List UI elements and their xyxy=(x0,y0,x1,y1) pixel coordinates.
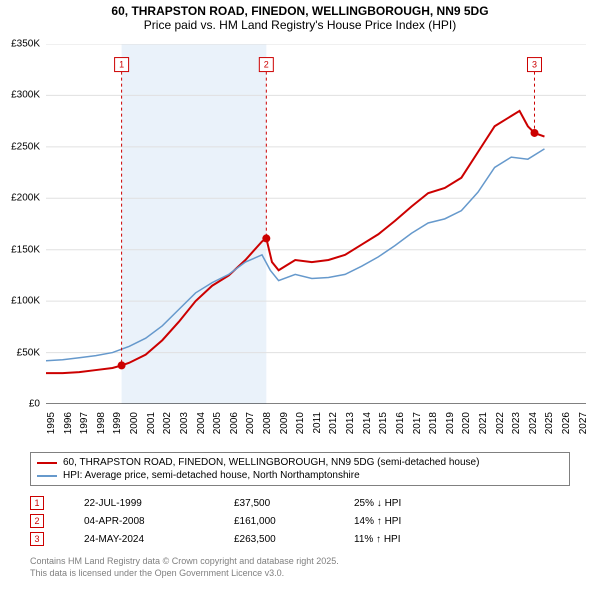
x-tick-label: 2013 xyxy=(345,412,356,434)
x-tick-label: 2000 xyxy=(129,412,140,434)
x-tick-label: 2007 xyxy=(245,412,256,434)
x-tick-label: 2009 xyxy=(279,412,290,434)
x-tick-label: 2015 xyxy=(378,412,389,434)
y-tick-label: £0 xyxy=(29,399,40,410)
x-axis-ticks: 1995 1996 1997 1998 1999 2000 2001 2002 2003 2004… xyxy=(46,408,586,458)
legend-label: 60, THRAPSTON ROAD, FINEDON, WELLINGBORO… xyxy=(63,457,479,468)
x-tick-label: 1998 xyxy=(96,412,107,434)
y-tick-label: £300K xyxy=(11,90,40,101)
x-tick-label: 2002 xyxy=(162,412,173,434)
legend-swatch xyxy=(37,475,57,477)
sale-marker: 2 xyxy=(30,514,44,528)
y-axis-ticks: £0£50K£100K£150K£200K£250K£300K£350K xyxy=(0,44,44,404)
x-tick-label: 2024 xyxy=(528,412,539,434)
x-tick-label: 1995 xyxy=(46,412,57,434)
sale-marker: 3 xyxy=(30,532,44,546)
x-tick-label: 2014 xyxy=(362,412,373,434)
sales-table: 1 22-JUL-1999£37,50025% ↓ HPI 2 04-APR-2008… xyxy=(30,494,570,548)
x-tick-label: 2019 xyxy=(445,412,456,434)
x-tick-label: 2004 xyxy=(196,412,207,434)
x-tick-label: 2021 xyxy=(478,412,489,434)
x-tick-label: 2017 xyxy=(412,412,423,434)
svg-text:2: 2 xyxy=(264,60,269,70)
x-tick-label: 2010 xyxy=(295,412,306,434)
attribution-line1: Contains HM Land Registry data © Crown c… xyxy=(30,556,339,568)
chart-container: 60, THRAPSTON ROAD, FINEDON, WELLINGBORO… xyxy=(0,0,600,590)
sale-row: 1 22-JUL-1999£37,50025% ↓ HPI xyxy=(30,494,570,512)
x-tick-label: 1999 xyxy=(112,412,123,434)
x-tick-label: 2006 xyxy=(229,412,240,434)
sale-diff: 11% ↑ HPI xyxy=(354,534,474,545)
x-tick-label: 2020 xyxy=(461,412,472,434)
sale-date: 04-APR-2008 xyxy=(84,516,234,527)
x-tick-label: 2018 xyxy=(428,412,439,434)
y-tick-label: £200K xyxy=(11,193,40,204)
x-tick-label: 2026 xyxy=(561,412,572,434)
sale-date: 24-MAY-2024 xyxy=(84,534,234,545)
x-tick-label: 2022 xyxy=(495,412,506,434)
x-tick-label: 2008 xyxy=(262,412,273,434)
sale-diff: 14% ↑ HPI xyxy=(354,516,474,527)
x-tick-label: 2016 xyxy=(395,412,406,434)
sale-row: 2 04-APR-2008£161,00014% ↑ HPI xyxy=(30,512,570,530)
title-block: 60, THRAPSTON ROAD, FINEDON, WELLINGBORO… xyxy=(0,0,600,34)
chart-svg: 1 2 3 xyxy=(46,44,586,404)
x-tick-label: 2003 xyxy=(179,412,190,434)
attribution-line2: This data is licensed under the Open Gov… xyxy=(30,568,339,580)
sale-marker: 1 xyxy=(30,496,44,510)
y-tick-label: £150K xyxy=(11,244,40,255)
y-tick-label: £100K xyxy=(11,296,40,307)
attribution: Contains HM Land Registry data © Crown c… xyxy=(30,556,339,579)
legend-swatch xyxy=(37,462,57,464)
sale-price: £37,500 xyxy=(234,498,354,509)
svg-text:3: 3 xyxy=(532,60,537,70)
sale-price: £161,000 xyxy=(234,516,354,527)
y-tick-label: £250K xyxy=(11,141,40,152)
x-tick-label: 2005 xyxy=(212,412,223,434)
x-tick-label: 1996 xyxy=(63,412,74,434)
y-tick-label: £50K xyxy=(17,347,40,358)
legend: 60, THRAPSTON ROAD, FINEDON, WELLINGBORO… xyxy=(30,452,570,486)
x-tick-label: 2023 xyxy=(511,412,522,434)
x-tick-label: 2011 xyxy=(312,412,323,434)
x-tick-label: 2001 xyxy=(146,412,157,434)
svg-text:1: 1 xyxy=(119,60,124,70)
sale-diff: 25% ↓ HPI xyxy=(354,498,474,509)
y-tick-label: £350K xyxy=(11,39,40,50)
legend-label: HPI: Average price, semi-detached house,… xyxy=(63,470,360,481)
legend-item: 60, THRAPSTON ROAD, FINEDON, WELLINGBORO… xyxy=(37,456,563,469)
chart-plot-area: 1 2 3 xyxy=(46,44,586,404)
x-tick-label: 2012 xyxy=(328,412,339,434)
title-subtitle: Price paid vs. HM Land Registry's House … xyxy=(10,18,590,32)
x-tick-label: 1997 xyxy=(79,412,90,434)
sale-row: 3 24-MAY-2024£263,50011% ↑ HPI xyxy=(30,530,570,548)
x-tick-label: 2025 xyxy=(544,412,555,434)
legend-item: HPI: Average price, semi-detached house,… xyxy=(37,469,563,482)
sale-date: 22-JUL-1999 xyxy=(84,498,234,509)
title-address: 60, THRAPSTON ROAD, FINEDON, WELLINGBORO… xyxy=(10,4,590,18)
sale-price: £263,500 xyxy=(234,534,354,545)
x-tick-label: 2027 xyxy=(578,412,589,434)
